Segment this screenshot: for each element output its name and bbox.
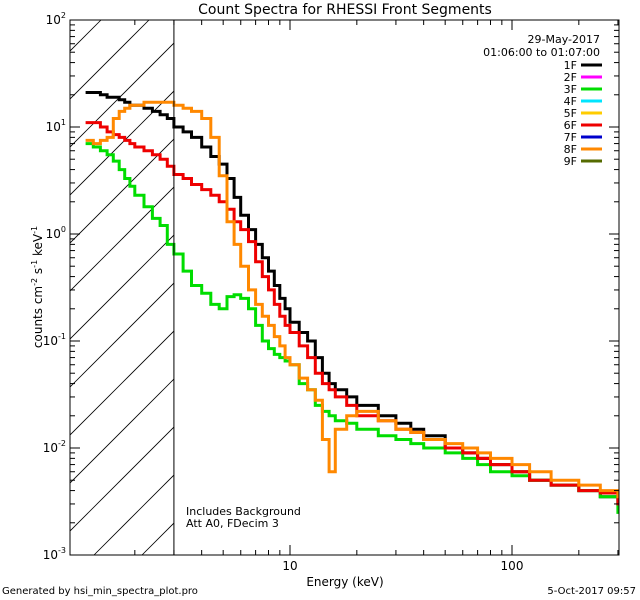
y-tick-label: 10-2 <box>43 439 66 455</box>
legend-label: 5F <box>564 107 577 120</box>
y-tick-label: 101 <box>46 118 66 134</box>
legend-label: 6F <box>564 119 577 132</box>
annotation-background: Includes Background <box>186 505 301 518</box>
y-tick-label: 102 <box>46 11 66 27</box>
hatch-line <box>238 20 640 555</box>
series-3F <box>85 142 619 514</box>
hatch-line <box>70 90 174 196</box>
series-layer <box>85 91 619 514</box>
axis-ticks <box>70 19 619 556</box>
hatch-line <box>0 20 5 555</box>
timestamp-label: 5-Oct-2017 09:57 <box>547 586 636 597</box>
hatch-line <box>70 186 174 292</box>
hatch-line <box>70 20 102 52</box>
chart-title: Count Spectra for RHESSI Front Segments <box>198 2 492 18</box>
legend-label: 2F <box>564 71 577 84</box>
hatch-line <box>70 330 174 436</box>
hatch-line <box>0 20 53 555</box>
legend-label: 7F <box>564 131 577 144</box>
hatch-line <box>430 20 640 555</box>
hatch-line <box>622 20 640 555</box>
x-tick-label: 100 <box>501 559 524 573</box>
legend-label: 1F <box>564 59 577 72</box>
legend-label: 9F <box>564 155 577 168</box>
y-tick-label: 10-3 <box>43 546 66 562</box>
legend-label: 4F <box>564 95 577 108</box>
time-range-label: 01:06:00 to 01:07:00 <box>483 46 600 59</box>
x-tick-label: 10 <box>282 559 297 573</box>
series-8F <box>85 100 619 499</box>
plot-frame <box>69 19 620 556</box>
y-tick-label: 10-1 <box>43 332 66 348</box>
y-axis-label: counts cm-2 s-1 keV-1 <box>30 226 45 348</box>
hatch-line <box>70 234 174 340</box>
legend-label: 3F <box>564 83 577 96</box>
hatch-line <box>70 378 174 484</box>
x-tick-labels: 10 100 <box>282 559 523 573</box>
annotation-attenuator: Att A0, FDecim 3 <box>186 517 279 530</box>
series-6F <box>85 121 619 506</box>
hatch-line <box>478 20 640 555</box>
y-tick-label: 100 <box>46 225 66 241</box>
series-1F <box>85 91 619 506</box>
generated-by-label: Generated by hsi_min_spectra_plot.pro <box>2 586 198 597</box>
legend-label: 8F <box>564 143 577 156</box>
hatch-line <box>70 282 174 388</box>
hatch-line <box>70 42 174 148</box>
y-tick-labels: 10-3 10-2 10-1 100 101 102 <box>43 11 66 562</box>
x-axis-label: Energy (keV) <box>306 575 383 589</box>
hatch-line <box>70 426 174 532</box>
date-label: 29-May-2017 <box>528 33 600 46</box>
background-hatch <box>0 20 640 555</box>
